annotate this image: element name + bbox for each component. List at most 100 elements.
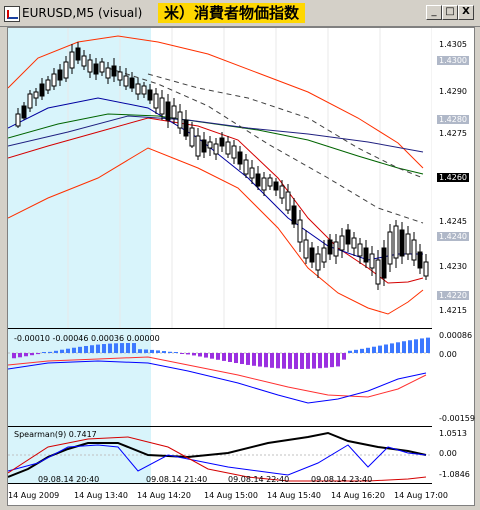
macd-info: -0.00010 -0.00046 0.00036 0.00000 (14, 334, 160, 343)
macd-bar (114, 343, 118, 353)
price-scale[interactable]: 1.4305 1.4300 1.4290 1.4280 1.4275 1.426… (433, 28, 474, 328)
macd-bar (252, 353, 256, 366)
time-axis-label: 14 Aug 2009 (8, 491, 60, 500)
overlay-date: 09.08.14 22:40 (228, 475, 290, 484)
spearman-pane[interactable]: Spearman(9) 0.7417 (8, 427, 432, 484)
close-button[interactable]: X (458, 5, 474, 20)
candle-body (165, 101, 171, 121)
macd-bar (96, 344, 100, 353)
news-banner: 米）消費者物価指数 (158, 3, 306, 23)
candle-body (99, 61, 105, 73)
price-label: 1.4300 (437, 56, 469, 65)
candle-body (291, 205, 297, 225)
candle-body (225, 141, 231, 155)
candle-body (399, 229, 405, 257)
macd-bar (198, 353, 202, 357)
macd-bar (162, 351, 166, 353)
minimize-button[interactable]: _ (426, 5, 442, 20)
macd-bar (246, 353, 250, 365)
overlay-date: 09.08.14 20:40 (38, 475, 100, 484)
candle-body (237, 151, 243, 165)
macd-bar (126, 343, 130, 353)
candle-body (21, 105, 27, 119)
candle-body (327, 239, 333, 255)
candle-body (123, 75, 129, 87)
macd-bar (192, 353, 196, 356)
candle-body (417, 251, 423, 269)
macd-signal-line (8, 356, 427, 398)
candle-body (351, 237, 357, 249)
candle-body (339, 235, 345, 251)
candle-body (207, 141, 213, 149)
candle-body (141, 85, 147, 95)
spearman-blue-line (8, 444, 427, 476)
macd-pane[interactable]: -0.00010 -0.00046 0.00036 0.00000 (8, 329, 432, 427)
session-highlight (8, 427, 151, 483)
candle-body (201, 139, 207, 153)
macd-bar (234, 353, 238, 364)
macd-bar (420, 338, 424, 353)
macd-bar (216, 353, 220, 360)
candle-body (321, 247, 327, 263)
macd-bar (372, 346, 376, 353)
macd-bar (186, 353, 190, 355)
spearman-main-line (8, 431, 427, 478)
macd-main-line (8, 360, 427, 404)
dashed-ma-line (147, 73, 424, 179)
macd-bar (288, 353, 292, 369)
candle-body (51, 73, 57, 87)
macd-bar (72, 347, 76, 353)
spearman-red-line (8, 436, 427, 482)
candle-body (195, 135, 201, 157)
candle-body (117, 71, 123, 81)
macd-bar (276, 353, 280, 369)
candle-body (171, 105, 177, 119)
dashed-ma-line (107, 67, 424, 224)
candle-body (255, 173, 261, 187)
macd-bar (258, 353, 262, 367)
macd-bar (312, 353, 316, 369)
macd-bar (156, 350, 160, 353)
candle-body (357, 243, 363, 257)
price-label: 1.4215 (439, 306, 467, 315)
candle-body (375, 259, 381, 285)
macd-bar (264, 353, 268, 368)
current-price-label: 1.4260 (437, 173, 469, 182)
macd-scale[interactable]: 0.00086 0.00 -0.00159 (433, 329, 475, 426)
macd-bar (84, 345, 88, 353)
slow-ma-line (8, 115, 424, 153)
candle-body (405, 233, 411, 255)
price-pane[interactable] (8, 28, 432, 329)
macd-bar (384, 344, 388, 353)
candle-body (93, 63, 99, 75)
candle-body (63, 61, 69, 79)
time-axis-label: 14 Aug 14:20 (137, 491, 191, 500)
candle-body (111, 65, 117, 77)
macd-bar (360, 348, 364, 353)
macd-bar (390, 343, 394, 353)
macd-bar (120, 343, 124, 353)
candle-body (285, 191, 291, 211)
macd-chart[interactable] (8, 329, 432, 426)
macd-label: -0.00159 (439, 414, 475, 423)
candle-body (231, 145, 237, 159)
spearman-chart[interactable] (8, 427, 432, 483)
window-titlebar: EURUSD,M5 (visual) 米）消費者物価指数 _ □ X (0, 0, 480, 27)
time-axis-label: 14 Aug 16:20 (331, 491, 385, 500)
candle-body (159, 97, 165, 115)
macd-bar (90, 345, 94, 353)
macd-bar (54, 350, 58, 353)
chart-area[interactable]: 1.4305 1.4300 1.4290 1.4280 1.4275 1.426… (7, 27, 475, 506)
maximize-button[interactable]: □ (442, 5, 458, 20)
candle-body (315, 253, 321, 271)
candle-body (75, 47, 81, 61)
candle-body (57, 69, 63, 81)
macd-bar (396, 342, 400, 353)
spearman-scale[interactable]: 1.0513 0.00 -1.0846 (433, 427, 474, 483)
price-label: 1.4305 (439, 40, 467, 49)
candle-body (147, 89, 153, 101)
price-chart[interactable] (8, 28, 432, 328)
macd-bar (30, 353, 34, 356)
candle-body (393, 225, 399, 259)
lower-ma-line (8, 117, 424, 284)
